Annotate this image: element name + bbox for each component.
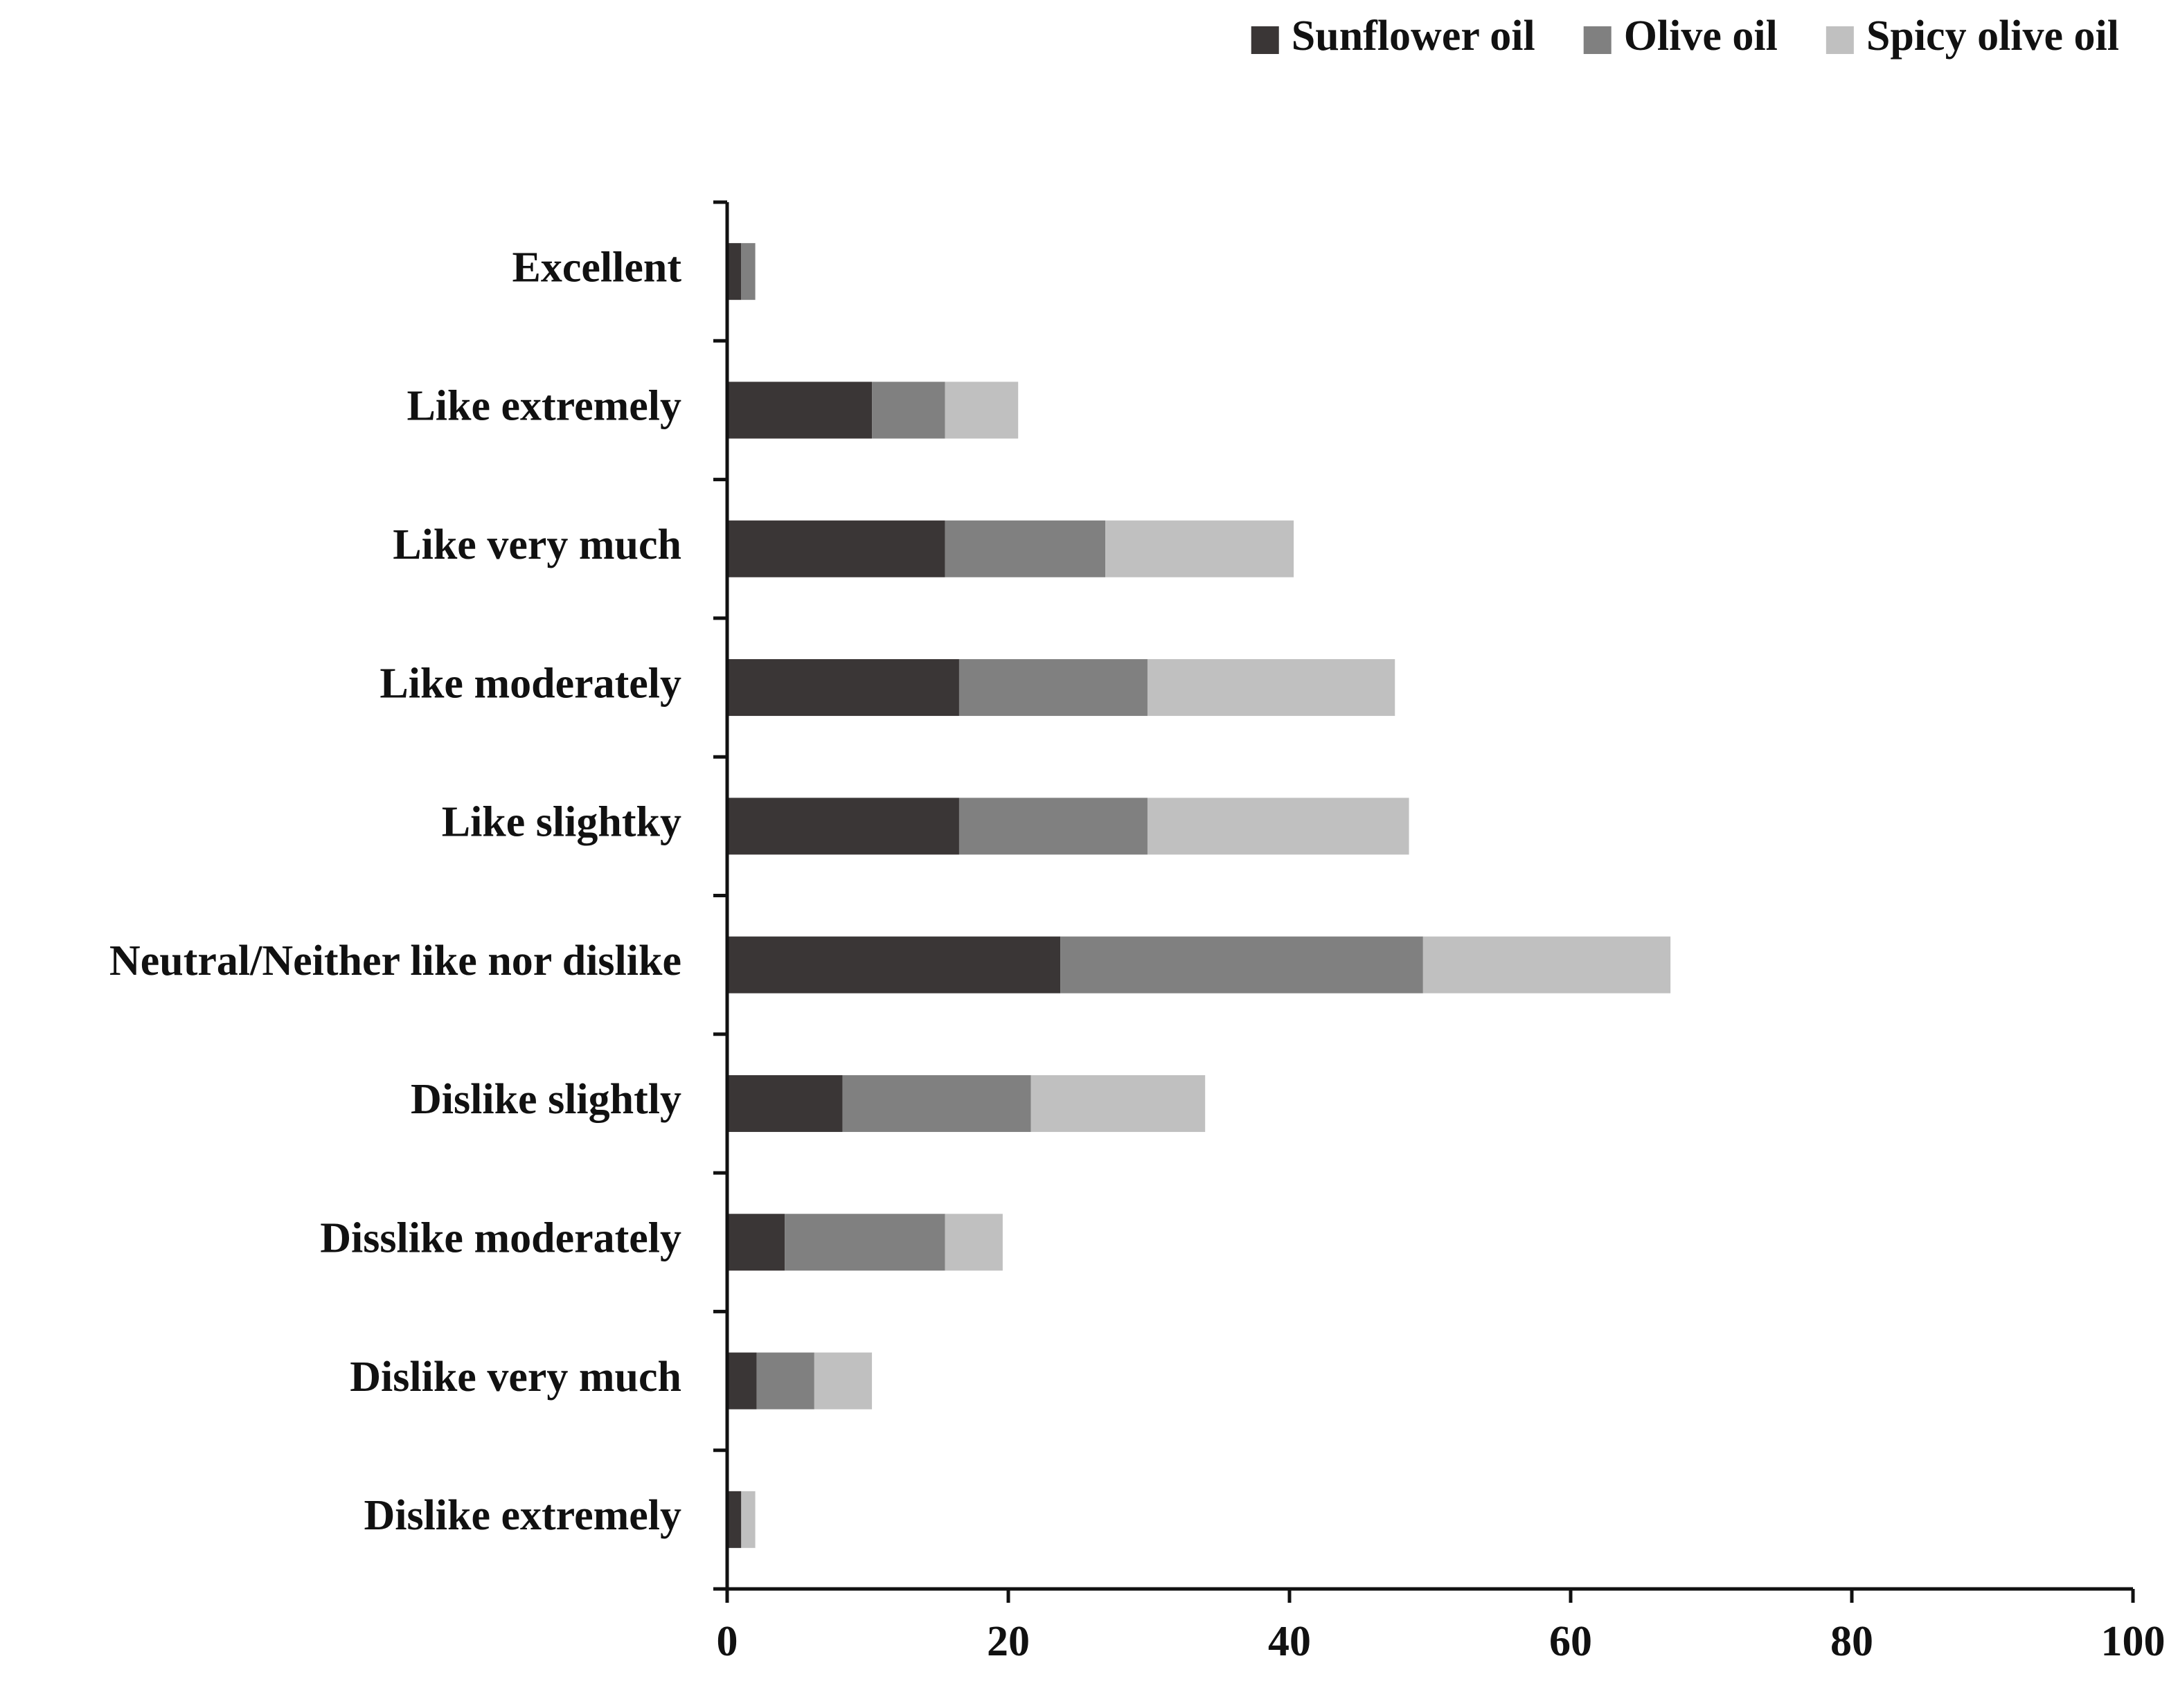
legend-item-sunflower-oil: Sunflower oil xyxy=(1251,12,1535,60)
bar-sunflower-oil-like-very-much xyxy=(727,520,945,577)
bar-sunflower-oil-like-moderately xyxy=(727,659,959,717)
legend-label: Sunflower oil xyxy=(1292,12,1535,60)
bar-spicy-olive-oil-dislike-extremely xyxy=(741,1491,756,1548)
y-tick-label: Like extremely xyxy=(407,383,681,430)
y-tick-label: Like very much xyxy=(393,521,681,568)
bar-olive-oil-disslike-moderately xyxy=(785,1214,945,1271)
legend: Sunflower oil Olive oil Spicy olive oil xyxy=(1251,12,2119,60)
bar-olive-oil-dislike-slightly xyxy=(842,1075,1031,1132)
y-tick-label: Excellent xyxy=(512,244,682,291)
legend-swatch xyxy=(1826,26,1854,54)
y-tick-label: Neutral/Neither like nor dislike xyxy=(109,937,681,985)
bar-spicy-olive-oil-like-moderately xyxy=(1147,659,1395,717)
legend-label: Spicy olive oil xyxy=(1866,12,2119,60)
bar-olive-oil-like-slightky xyxy=(958,798,1148,855)
bar-spicy-olive-oil-neutral-neither-like-nor-dislike xyxy=(1422,936,1671,994)
y-tick-label: Disslike moderately xyxy=(320,1214,681,1261)
bar-olive-oil-dislike-very-much xyxy=(756,1352,814,1410)
bar-sunflower-oil-neutral-neither-like-nor-dislike xyxy=(727,936,1061,994)
bar-olive-oil-excellent xyxy=(741,243,756,300)
bar-spicy-olive-oil-dislike-very-much xyxy=(814,1352,873,1410)
x-tick-label: 100 xyxy=(2101,1618,2166,1665)
bar-sunflower-oil-dislike-very-much xyxy=(727,1352,757,1410)
axes: Excellent Like extremely Like very much Lik… xyxy=(109,200,2166,1665)
bar-spicy-olive-oil-dislike-slightly xyxy=(1030,1075,1206,1132)
legend-label: Olive oil xyxy=(1624,12,1778,60)
bar-sunflower-oil-like-extremely xyxy=(727,381,873,439)
legend-item-olive-oil: Olive oil xyxy=(1583,12,1778,60)
bar-spicy-olive-oil-disslike-moderately xyxy=(945,1214,1003,1271)
x-tick-label: 40 xyxy=(1268,1618,1311,1665)
y-tick-label: Like slightky xyxy=(442,799,681,846)
bar-sunflower-oil-dislike-slightly xyxy=(727,1075,843,1132)
x-tick-label: 60 xyxy=(1549,1618,1592,1665)
bar-spicy-olive-oil-like-slightky xyxy=(1147,798,1409,855)
bar-spicy-olive-oil-like-very-much xyxy=(1105,520,1294,577)
legend-item-spicy-olive-oil: Spicy olive oil xyxy=(1826,12,2119,60)
y-tick-label: Dislike extremely xyxy=(364,1492,681,1539)
bar-sunflower-oil-disslike-moderately xyxy=(727,1214,785,1271)
y-tick-label: Dislike very much xyxy=(350,1354,681,1401)
bar-olive-oil-like-moderately xyxy=(958,659,1148,717)
bar-olive-oil-like-extremely xyxy=(872,381,945,439)
legend-swatch xyxy=(1583,26,1612,54)
x-tick-label: 0 xyxy=(717,1618,738,1665)
bar-olive-oil-neutral-neither-like-nor-dislike xyxy=(1060,936,1423,994)
bar-spicy-olive-oil-like-extremely xyxy=(945,381,1019,439)
bars xyxy=(727,243,1671,1548)
x-tick-label: 20 xyxy=(987,1618,1030,1665)
legend-swatch xyxy=(1251,26,1279,54)
y-tick-label: Dislike slightly xyxy=(411,1076,681,1123)
bar-sunflower-oil-like-slightky xyxy=(727,798,959,855)
y-tick-label: Like moderately xyxy=(380,660,681,707)
x-tick-label: 80 xyxy=(1830,1618,1873,1665)
bar-olive-oil-like-very-much xyxy=(945,520,1106,577)
bar-sunflower-oil-dislike-extremely xyxy=(727,1491,742,1548)
bar-sunflower-oil-excellent xyxy=(727,243,742,300)
